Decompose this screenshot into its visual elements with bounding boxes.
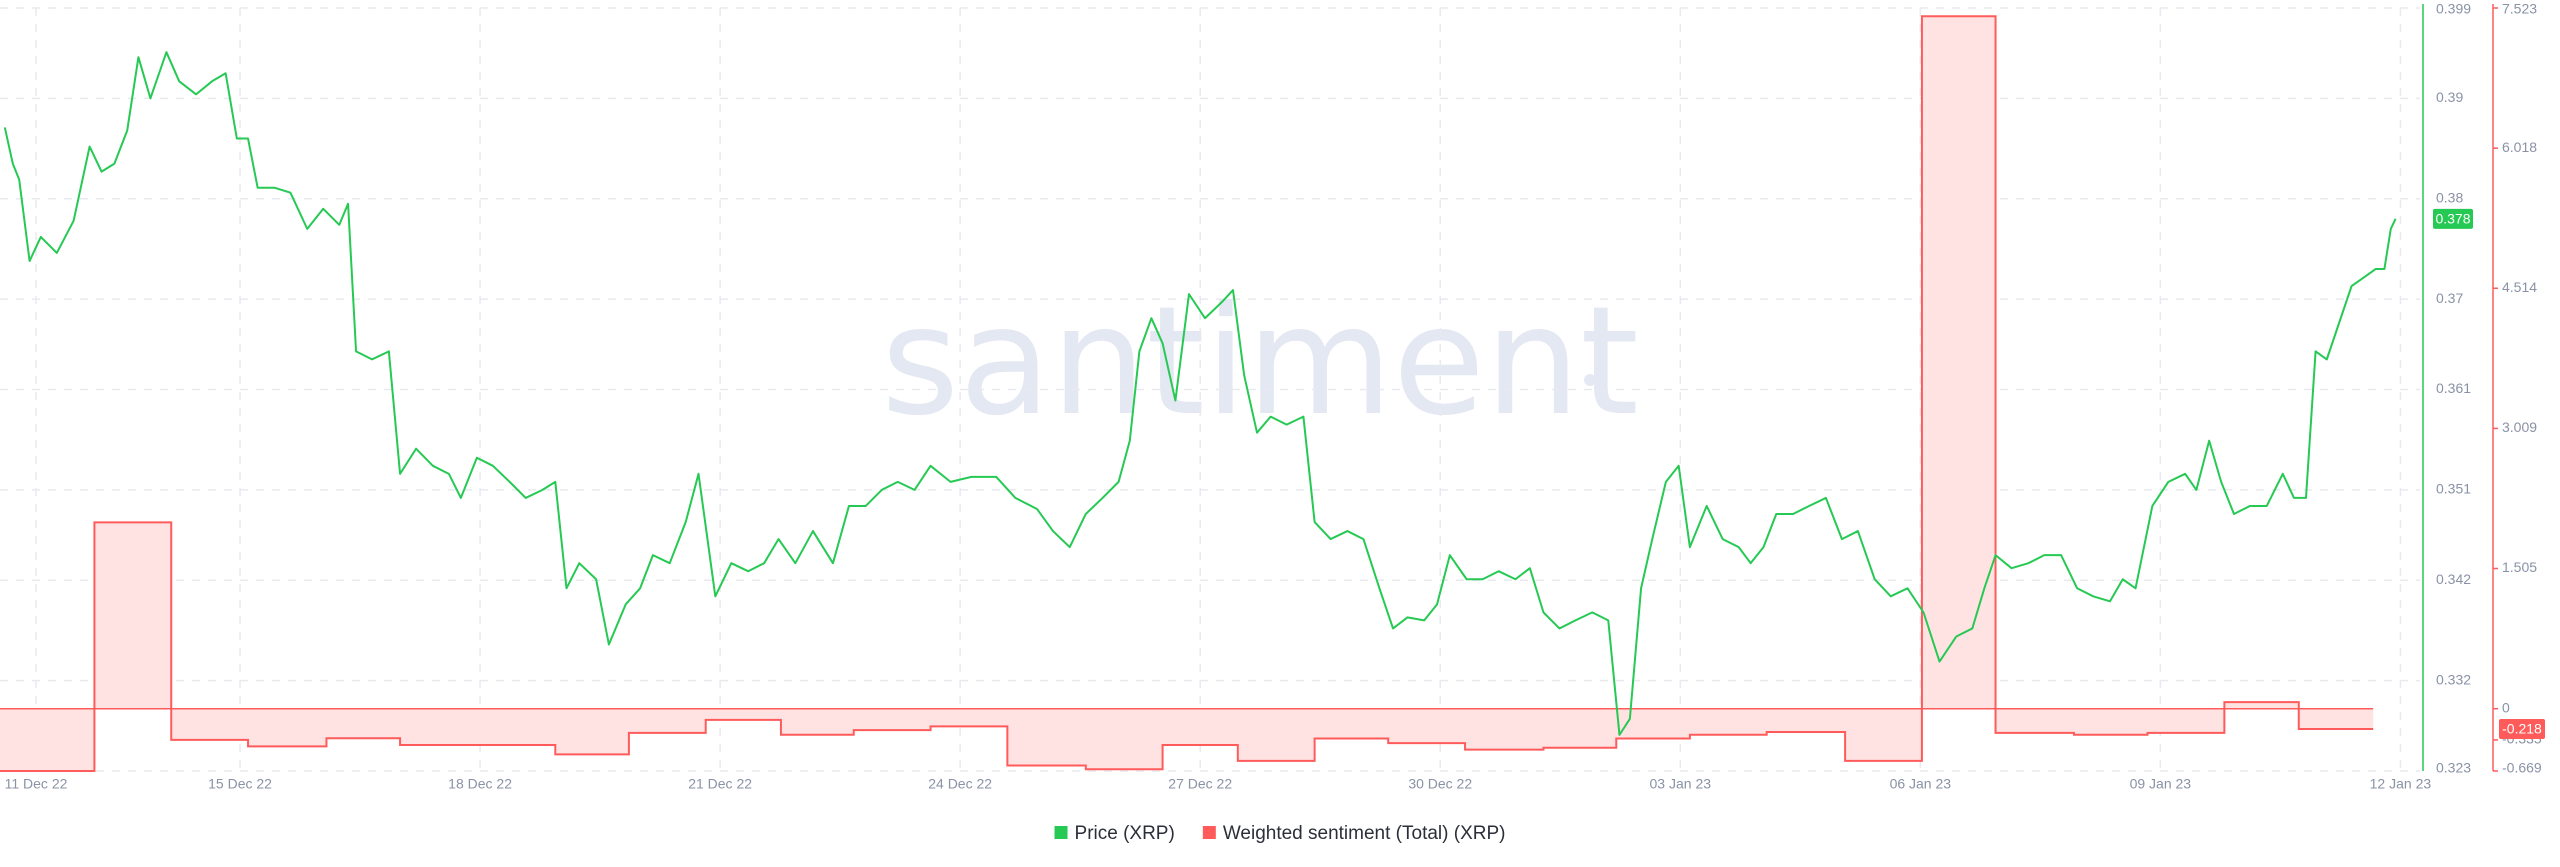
y-tick-label: 0.37 [2436,290,2463,306]
x-tick-label: 12 Jan 23 [2370,776,2432,792]
watermark-dot [1584,374,1596,386]
watermark-dot [936,374,948,386]
y-tick-label: 0.332 [2436,671,2471,687]
x-tick-label: 09 Jan 23 [2130,776,2192,792]
y-tick-label: 0.39 [2436,89,2463,105]
price-badge [2433,208,2473,229]
legend-swatch [1054,826,1068,839]
y2-tick-label: 1.505 [2502,559,2537,575]
watermark: santiment [881,275,1639,449]
price-line [3,51,2397,736]
x-tick-label: 11 Dec 22 [5,776,68,792]
sentiment-line [0,15,2374,772]
x-tick-label: 27 Dec 22 [1168,776,1232,792]
y-tick-label: 0.323 [2436,760,2471,776]
y2-tick-label: 7.523 [2502,1,2537,17]
x-tick-label: 15 Dec 22 [208,776,272,792]
legend: Price (XRP) Weighted sentiment (Total) (X… [1054,823,1506,844]
x-tick-label: 06 Jan 23 [1890,776,1952,792]
legend-item: Price (XRP) [1054,823,1175,844]
y2-tick-label: 6.018 [2502,139,2537,155]
x-tick-label: 21 Dec 22 [688,776,752,792]
y2-tick-label: 4.514 [2502,279,2537,295]
y2-tick-label: -0.669 [2502,760,2542,776]
x-tick-label: 24 Dec 22 [928,776,992,792]
legend-label: Weighted sentiment (Total) (XRP) [1223,823,1506,844]
y-tick-label: 0.351 [2436,481,2471,497]
y2-tick-label: 0 [2502,699,2510,715]
sentiment-badge-label: -0.218 [2502,721,2542,737]
legend-label: Price (XRP) [1075,823,1175,844]
y-tick-label: 0.361 [2436,380,2471,396]
y2-tick-label: 3.009 [2502,419,2537,435]
x-tick-label: 30 Dec 22 [1408,776,1472,792]
y-tick-label: 0.399 [2436,1,2471,17]
y-tick-label: 0.38 [2436,189,2463,205]
price-badge-label: 0.378 [2435,211,2470,227]
x-tick-label: 03 Jan 23 [1650,776,1712,792]
legend-swatch [1202,826,1216,839]
legend-item: Weighted sentiment (Total) (XRP) [1202,823,1506,844]
watermark-text: santiment [881,275,1639,449]
sentiment-badge [2499,718,2545,739]
x-tick-label: 18 Dec 22 [448,776,512,792]
y-tick-label: 0.342 [2436,571,2471,587]
